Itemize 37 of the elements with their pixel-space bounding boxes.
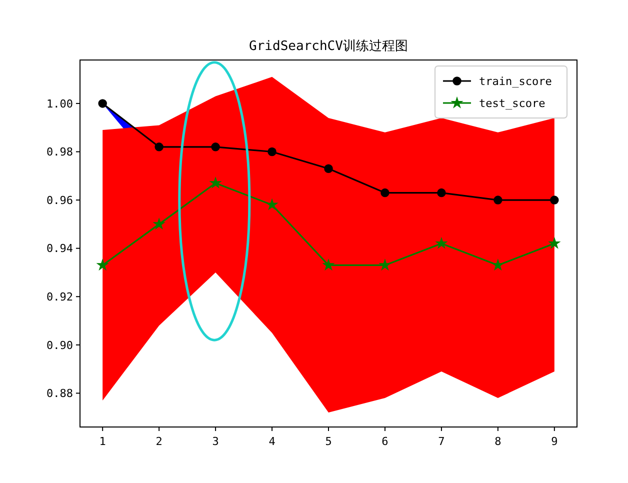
- y-tick-label: 1.00: [46, 97, 73, 110]
- x-tick-label: 5: [325, 435, 332, 448]
- point: [435, 236, 448, 249]
- y-tick-label: 0.96: [46, 194, 73, 207]
- point: [209, 176, 222, 189]
- point: [211, 142, 220, 152]
- legend-label: train_score: [479, 74, 552, 88]
- point: [437, 188, 446, 198]
- y-tick-label: 0.98: [46, 146, 73, 159]
- chart-title: GridSearchCV训练过程图: [249, 39, 408, 54]
- x-tick-label: 1: [99, 435, 106, 448]
- x-tick-label: 7: [438, 435, 445, 448]
- y-tick-label: 0.88: [46, 387, 73, 400]
- x-tick-label: 4: [268, 435, 276, 448]
- point: [266, 198, 278, 210]
- x-tick-label: 3: [212, 435, 219, 448]
- point: [548, 236, 561, 249]
- point: [268, 147, 276, 156]
- y-tick-label: 0.94: [46, 242, 74, 256]
- point: [492, 258, 504, 271]
- y-tick-label: 0.90: [46, 338, 73, 352]
- point: [152, 218, 166, 230]
- point: [322, 258, 335, 271]
- x-tick-label: 2: [156, 435, 162, 448]
- legend-label: test_score: [479, 96, 546, 110]
- point: [98, 99, 107, 108]
- point: [380, 188, 390, 198]
- point: [96, 258, 109, 271]
- point: [550, 196, 559, 204]
- x-tick-label: 6: [382, 435, 388, 448]
- point: [154, 142, 164, 152]
- x-tick-label: 8: [494, 435, 502, 448]
- y-tick-label: 0.92: [46, 290, 73, 304]
- point: [494, 196, 502, 204]
- point: [378, 258, 392, 271]
- point: [324, 164, 333, 174]
- x-tick-label: 9: [551, 435, 558, 448]
